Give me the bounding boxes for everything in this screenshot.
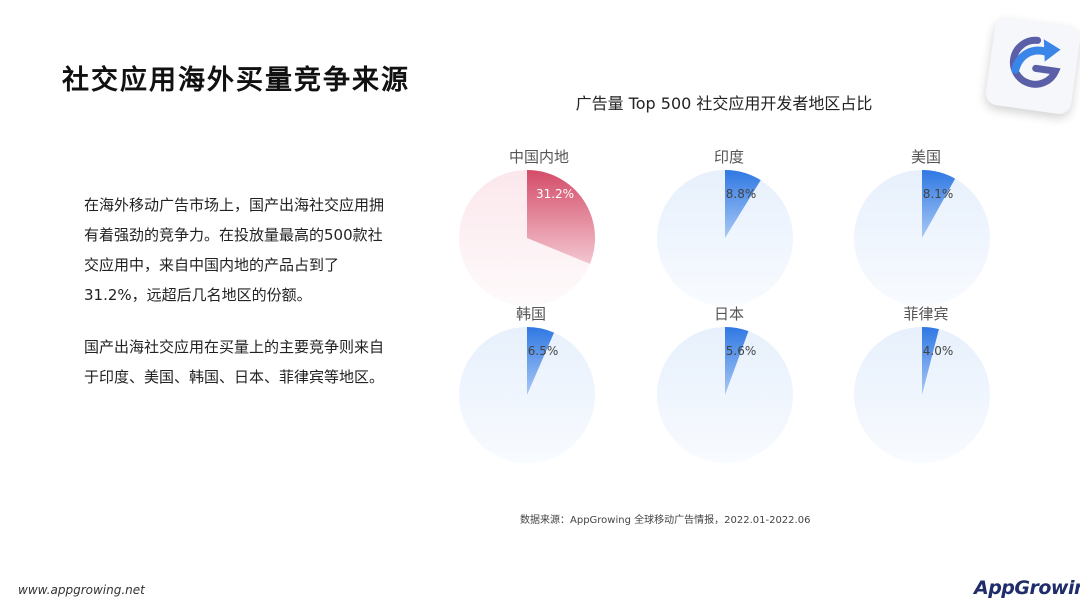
pie-slice-region-2 <box>725 170 761 238</box>
data-source-note: 数据来源：AppGrowing 全球移动广告情报，2022.01-2022.06 <box>520 515 811 526</box>
description-paragraph-2: 国产出海社交应用在买量上的主要竞争则来自于印度、美国、韩国、日本、菲律宾等地区。 <box>84 338 385 386</box>
pie-value-label: 6.5% <box>528 344 559 358</box>
brand-logo-text: AppGrowing <box>974 577 1080 599</box>
pie-chart-region-1: 中国内地 31.2% <box>459 148 595 306</box>
pie-slice-region-3 <box>922 170 956 238</box>
appgrowing-logo-icon <box>984 16 1080 116</box>
pie-slice-region-4 <box>527 327 555 395</box>
pie-category-label: 菲律宾 <box>903 305 948 323</box>
pie-value-label: 8.1% <box>923 187 954 201</box>
pie-category-label: 日本 <box>714 305 744 323</box>
pie-category-label: 印度 <box>714 148 744 166</box>
pie-category-label: 美国 <box>911 148 941 166</box>
pie-slice-region-5 <box>725 327 749 395</box>
pie-value-label: 5.6% <box>726 344 757 358</box>
pie-chart-region-6: 菲律宾 4.0% <box>854 305 990 463</box>
pie-chart-region-2: 印度 8.8% <box>657 148 793 306</box>
pie-chart-region-4: 韩国 6.5% <box>459 305 595 463</box>
pie-value-label: 8.8% <box>726 187 757 201</box>
pie-category-label: 中国内地 <box>509 148 569 166</box>
description-paragraph-1: 在海外移动广告市场上，国产出海社交应用拥有着强劲的竞争力。在投放量最高的500款… <box>84 196 385 304</box>
pie-chart-region-3: 美国 8.1% <box>854 148 990 306</box>
slide-title: 社交应用海外买量竞争来源 <box>62 65 410 96</box>
website-url: www.appgrowing.net <box>18 583 145 597</box>
pie-chart-region-5: 日本 5.6% <box>657 305 793 463</box>
pie-slice-region-1 <box>527 169 595 264</box>
pie-value-label: 31.2% <box>536 187 574 201</box>
pie-category-label: 韩国 <box>516 305 546 323</box>
pie-slice-region-6 <box>922 327 939 395</box>
chart-title: 广告量 Top 500 社交应用开发者地区占比 <box>575 94 873 113</box>
pie-value-label: 4.0% <box>923 344 954 358</box>
